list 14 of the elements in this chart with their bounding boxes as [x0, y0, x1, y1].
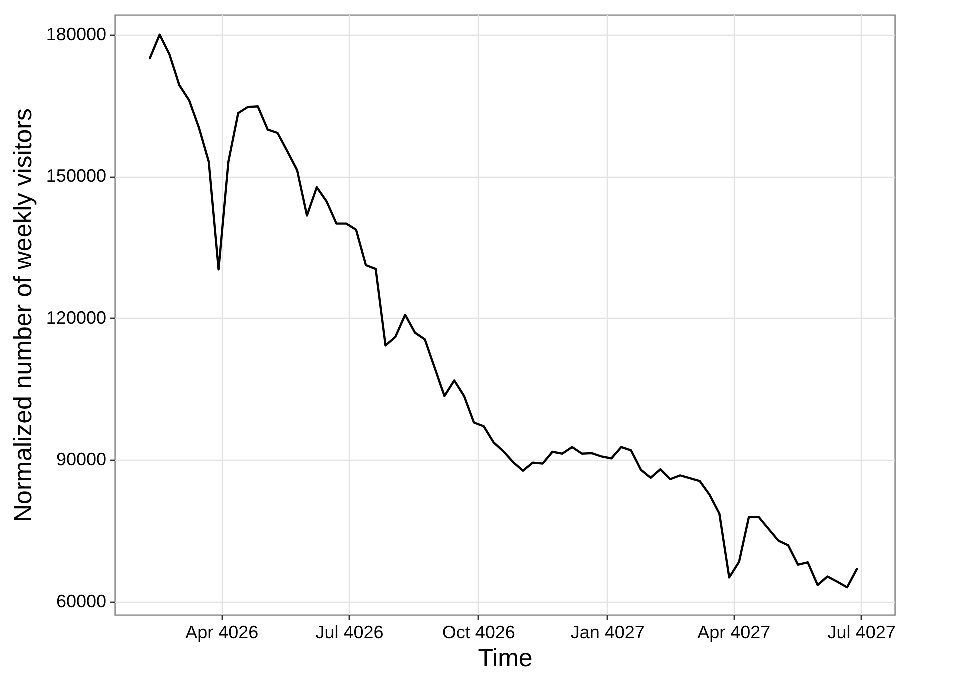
y-tick-label: 180000	[46, 24, 106, 44]
y-tick-label: 120000	[46, 308, 106, 328]
x-tick-label: Apr 4027	[698, 622, 771, 642]
y-tick-label: 60000	[56, 591, 106, 612]
x-tick-label: Oct 4026	[442, 622, 516, 642]
x-tick-label: Jul 4027	[828, 622, 896, 642]
x-axis-title: Time	[478, 644, 533, 672]
y-tick-label: 150000	[46, 166, 106, 186]
x-tick-label: Jul 4026	[316, 622, 384, 642]
y-axis-title: Normalized number of weekly visitors	[9, 108, 38, 523]
line-series	[148, 34, 858, 589]
x-tick-label: Jan 4027	[570, 622, 645, 642]
y-tick-label: 90000	[56, 450, 106, 470]
x-tick-label: Apr 4026	[186, 622, 259, 642]
